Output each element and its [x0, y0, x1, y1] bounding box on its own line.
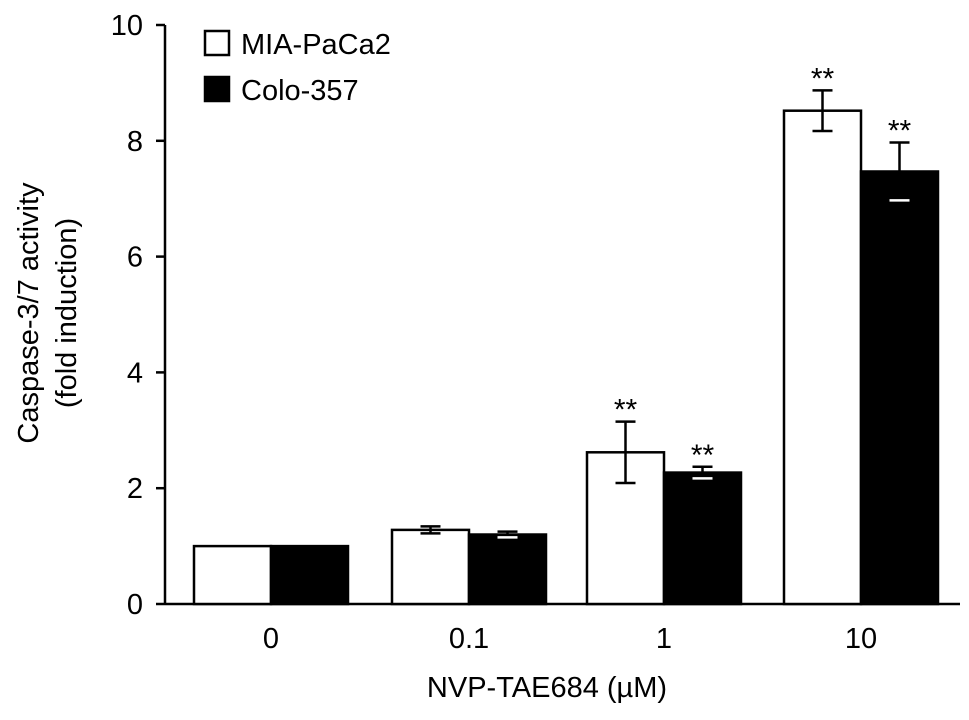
- bar-colo-357: [859, 170, 940, 606]
- x-tick-label: 0.1: [449, 623, 489, 655]
- legend-swatch: [203, 75, 231, 103]
- legend-swatch: [203, 29, 231, 57]
- legend-label: MIA-PaCa2: [241, 29, 391, 61]
- legend-item: Colo-357: [203, 75, 359, 107]
- error-bar: [497, 530, 518, 539]
- y-tick-label: 8: [127, 126, 143, 158]
- error-bar: [615, 420, 636, 485]
- bar-colo-357: [467, 533, 548, 606]
- error-bar: [420, 525, 441, 535]
- y-tick-label: 10: [111, 10, 143, 42]
- bar-colo-357: [269, 544, 350, 606]
- y-axis: 0 2 4 6 8 10: [111, 10, 167, 621]
- bar-mia-paca2: [192, 544, 273, 606]
- y-tick-label: 2: [127, 473, 143, 505]
- y-tick-label: 0: [127, 589, 143, 621]
- legend-label: Colo-357: [241, 75, 359, 107]
- x-tick-label: 1: [656, 623, 672, 655]
- x-tick-label: 10: [845, 623, 877, 655]
- bars: [192, 109, 940, 606]
- significance-marker: **: [691, 439, 715, 472]
- legend-item: MIA-PaCa2: [203, 29, 391, 61]
- y-tick-label: 6: [127, 242, 143, 274]
- x-axis: 0 0.1 1 10: [165, 602, 960, 655]
- legend: MIA-PaCa2 Colo-357: [203, 29, 391, 107]
- error-bar: [889, 141, 910, 202]
- x-axis-label: NVP-TAE684 (µM): [427, 672, 667, 704]
- significance-marker: **: [888, 115, 912, 148]
- y-tick-label: 4: [127, 357, 143, 389]
- error-bar: [812, 89, 833, 133]
- significance-annotations: ** ** ** **: [614, 62, 912, 471]
- bar-colo-357: [662, 471, 743, 606]
- y-axis-label-line1: Caspase-3/7 activity: [13, 182, 45, 444]
- error-bar: [692, 465, 713, 480]
- significance-marker: **: [811, 62, 835, 95]
- significance-marker: **: [614, 394, 638, 427]
- bar-mia-paca2: [390, 528, 471, 606]
- y-axis-label-line2: (fold induction): [51, 218, 83, 408]
- error-bars: [420, 89, 910, 539]
- bar-mia-paca2: [782, 109, 863, 606]
- x-tick-label: 0: [263, 623, 279, 655]
